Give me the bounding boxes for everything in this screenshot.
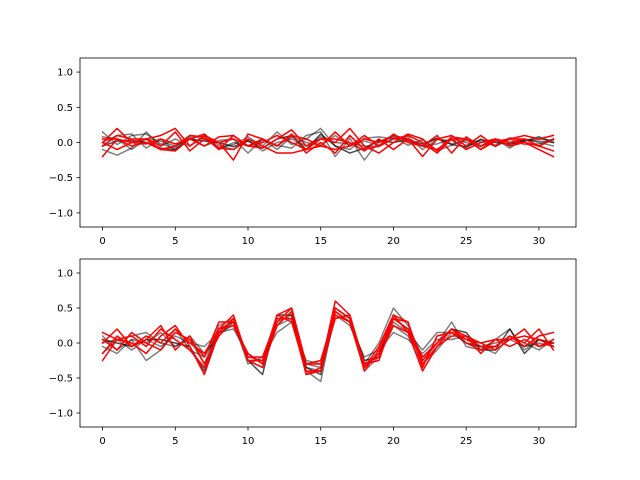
y-tick-label: −0.5 bbox=[49, 173, 73, 184]
y-tick-label: −1.0 bbox=[49, 409, 73, 420]
x-tick-label: 30 bbox=[533, 436, 546, 447]
y-tick-label: 0.0 bbox=[57, 138, 73, 149]
x-tick-label: 5 bbox=[172, 236, 178, 247]
series-line-red bbox=[101, 307, 555, 376]
y-tick-label: 0.5 bbox=[57, 103, 73, 114]
x-tick-label: 30 bbox=[533, 236, 546, 247]
x-tick-label: 15 bbox=[314, 436, 327, 447]
series-line-red bbox=[101, 133, 555, 154]
y-tick-label: −0.5 bbox=[49, 374, 73, 385]
bottom-subplot: 0 5 10 15 20 25 30 −1.0 −0.5 0.0 0.5 1.0 bbox=[49, 258, 577, 447]
x-tick-label: 25 bbox=[460, 236, 473, 247]
x-tick-label: 0 bbox=[99, 436, 105, 447]
series-line-red bbox=[101, 307, 555, 365]
x-tick-label: 20 bbox=[387, 236, 400, 247]
x-tick-label: 0 bbox=[99, 236, 105, 247]
series-line-red bbox=[101, 133, 555, 154]
top-subplot: 0 5 10 15 20 25 30 −1.0 −0.5 0.0 0.5 1.0 bbox=[49, 57, 577, 247]
y-tick-label: 1.0 bbox=[57, 68, 73, 79]
y-tick-label: −1.0 bbox=[49, 208, 73, 219]
x-tick-label: 25 bbox=[460, 436, 473, 447]
y-tick-label: 0.5 bbox=[57, 304, 73, 315]
y-tick-label: 0.0 bbox=[57, 339, 73, 350]
x-tick-label: 15 bbox=[314, 236, 327, 247]
x-tick-label: 20 bbox=[387, 436, 400, 447]
x-tick-label: 10 bbox=[242, 236, 255, 247]
x-tick-label: 5 bbox=[172, 436, 178, 447]
y-tick-label: 1.0 bbox=[57, 269, 73, 280]
x-tick-label: 10 bbox=[242, 436, 255, 447]
